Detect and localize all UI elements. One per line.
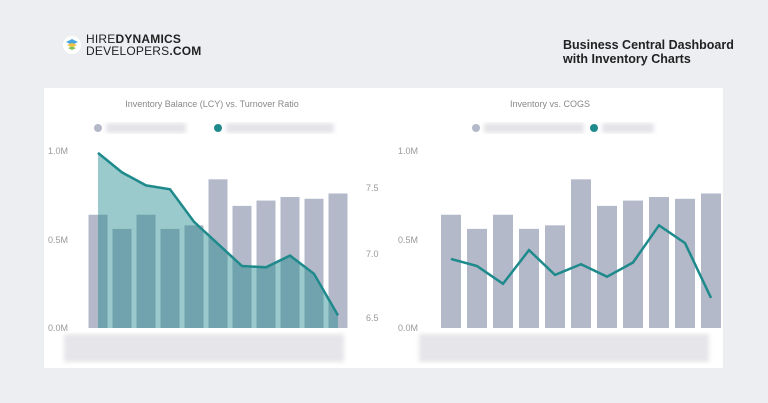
- legend-blurred-label: [226, 123, 334, 133]
- legend-blurred-label: [602, 123, 654, 133]
- bar: [136, 214, 156, 328]
- c1-tick-right: 7.5: [366, 183, 379, 193]
- bar: [545, 225, 565, 328]
- legend-bar-marker: [94, 124, 102, 132]
- c1-tick-right: 6.5: [366, 313, 379, 323]
- c1-tick-right: 7.0: [366, 249, 379, 259]
- bar: [256, 200, 276, 328]
- logo-icon: [63, 36, 81, 54]
- bar: [88, 214, 108, 328]
- bar: [160, 228, 180, 328]
- page-title: Business Central Dashboard with Inventory…: [563, 38, 734, 66]
- bar: [112, 228, 132, 328]
- c2-tick-left: 1.0M: [398, 146, 418, 156]
- bar: [519, 228, 539, 328]
- c2-tick-left: 0.0M: [398, 323, 418, 333]
- bar: [467, 228, 487, 328]
- c2-tick-left: 0.5M: [398, 235, 418, 245]
- legend-line-marker: [214, 124, 222, 132]
- charts-canvas: Inventory Balance (LCY) vs. Turnover Rat…: [48, 99, 721, 362]
- charts-panel: Inventory Balance (LCY) vs. Turnover Rat…: [44, 88, 723, 368]
- bar: [304, 198, 324, 328]
- legend-line-marker: [590, 124, 598, 132]
- legend-blurred-label: [484, 123, 584, 133]
- bar: [571, 179, 591, 328]
- blurred-x-labels: [419, 334, 709, 362]
- bar: [328, 193, 348, 328]
- chart2-title: Inventory vs. COGS: [510, 99, 590, 109]
- bar: [675, 198, 695, 328]
- c1-tick-left: 0.5M: [48, 235, 68, 245]
- bar: [493, 214, 513, 328]
- c1-tick-left: 1.0M: [48, 146, 68, 156]
- c1-tick-left: 0.0M: [48, 323, 68, 333]
- logo: HIREDYNAMICS DEVELOPERS.COM: [63, 33, 202, 57]
- area-fill: [98, 152, 338, 328]
- series-line: [450, 223, 713, 299]
- bar: [623, 200, 643, 328]
- bar: [184, 225, 204, 328]
- bar: [597, 205, 617, 328]
- chart1-title: Inventory Balance (LCY) vs. Turnover Rat…: [125, 99, 299, 109]
- series-line: [97, 151, 340, 317]
- bar: [208, 179, 228, 328]
- bar: [701, 193, 721, 328]
- blurred-x-labels: [64, 334, 344, 362]
- bar: [441, 214, 461, 328]
- bar: [280, 197, 300, 328]
- bar: [649, 197, 669, 328]
- legend-blurred-label: [106, 123, 186, 133]
- legend-bar-marker: [472, 124, 480, 132]
